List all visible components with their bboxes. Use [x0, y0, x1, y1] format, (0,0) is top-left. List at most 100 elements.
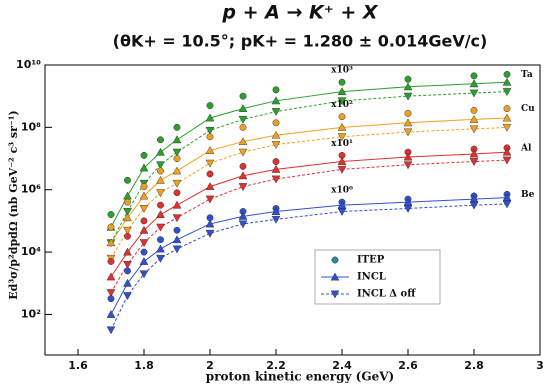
legend-marker: [331, 256, 339, 264]
marker: [469, 114, 479, 123]
marker: [139, 239, 149, 248]
marker: [140, 151, 148, 159]
marker: [173, 189, 181, 197]
marker: [205, 195, 215, 204]
marker: [469, 125, 479, 134]
legend-label: INCL Δ off: [357, 289, 416, 300]
marker: [337, 133, 347, 142]
marker: [503, 70, 511, 78]
x-tick-label: 3: [536, 359, 544, 372]
marker: [140, 217, 148, 225]
marker: [173, 123, 181, 131]
marker: [107, 223, 115, 231]
marker: [470, 72, 478, 80]
plot-frame: [44, 64, 541, 356]
marker: [124, 176, 131, 184]
marker: [172, 245, 182, 254]
marker: [157, 236, 164, 244]
marker: [172, 235, 182, 244]
legend-marker: [330, 272, 340, 281]
series-line: [110, 126, 508, 259]
x-tick-label: 2.2: [266, 359, 286, 372]
marker: [271, 141, 281, 150]
marker: [156, 147, 165, 156]
marker: [502, 156, 512, 165]
marker: [469, 149, 479, 158]
series-line: [110, 91, 508, 243]
marker: [124, 198, 131, 206]
marker: [205, 126, 215, 135]
marker: [123, 226, 132, 235]
y-tick-label: 10⁴: [21, 245, 41, 258]
marker: [403, 161, 413, 170]
marker: [403, 82, 413, 91]
y-tick-label: 10⁶: [21, 183, 41, 196]
marker: [403, 92, 413, 101]
target-label: Ta: [521, 70, 533, 80]
marker: [172, 200, 182, 209]
y-axis-label: Ed³σ/p²dpdΩ (nb GeV⁻² c³ sr⁻¹): [7, 110, 20, 300]
marker: [271, 108, 281, 117]
marker: [139, 225, 149, 234]
y-tick-label: 10⁸: [21, 120, 41, 133]
marker: [469, 79, 479, 88]
marker: [337, 87, 347, 96]
marker: [271, 175, 281, 184]
marker: [502, 123, 512, 132]
series-line: [110, 117, 508, 243]
y-tick-label: 10²: [21, 307, 41, 320]
marker: [107, 258, 115, 265]
marker: [239, 162, 247, 170]
x-tick-label: 2: [206, 359, 214, 372]
marker: [272, 158, 280, 166]
marker: [123, 292, 132, 301]
marker: [404, 75, 412, 83]
marker: [172, 166, 182, 175]
marker: [239, 92, 247, 100]
marker: [205, 229, 215, 238]
marker: [337, 157, 347, 165]
marker: [271, 96, 281, 105]
marker: [338, 78, 346, 86]
marker: [206, 170, 214, 178]
marker: [140, 183, 148, 191]
factor-label: x10⁰: [331, 186, 353, 196]
marker: [172, 148, 182, 157]
marker: [337, 122, 347, 131]
x-tick-label: 1.6: [68, 359, 88, 372]
marker: [124, 232, 131, 240]
series-line: [110, 197, 508, 315]
series-line: [110, 81, 508, 228]
marker: [403, 128, 413, 137]
marker: [205, 182, 215, 190]
marker: [404, 109, 412, 117]
marker: [172, 214, 182, 223]
marker: [156, 223, 165, 232]
marker: [106, 310, 116, 318]
marker: [123, 247, 132, 256]
marker: [156, 244, 165, 253]
marker: [124, 267, 131, 275]
chart-title: p + A → K⁺ + X: [221, 2, 379, 24]
x-tick-label: 2.4: [332, 359, 352, 372]
marker: [271, 215, 281, 224]
marker: [272, 119, 280, 127]
marker: [139, 270, 149, 279]
marker: [140, 248, 148, 256]
marker: [469, 158, 479, 166]
marker: [502, 200, 512, 209]
marker: [156, 210, 165, 218]
legend-label: INCL: [357, 272, 386, 283]
marker: [502, 77, 512, 86]
marker: [157, 136, 164, 144]
marker: [205, 146, 215, 154]
marker: [156, 175, 165, 184]
marker: [139, 205, 149, 213]
marker: [272, 86, 280, 94]
factor-label: x10²: [331, 100, 353, 110]
marker: [173, 155, 181, 162]
y-tick-label: 10¹⁰: [16, 58, 41, 71]
marker: [502, 147, 512, 156]
marker: [271, 130, 281, 139]
